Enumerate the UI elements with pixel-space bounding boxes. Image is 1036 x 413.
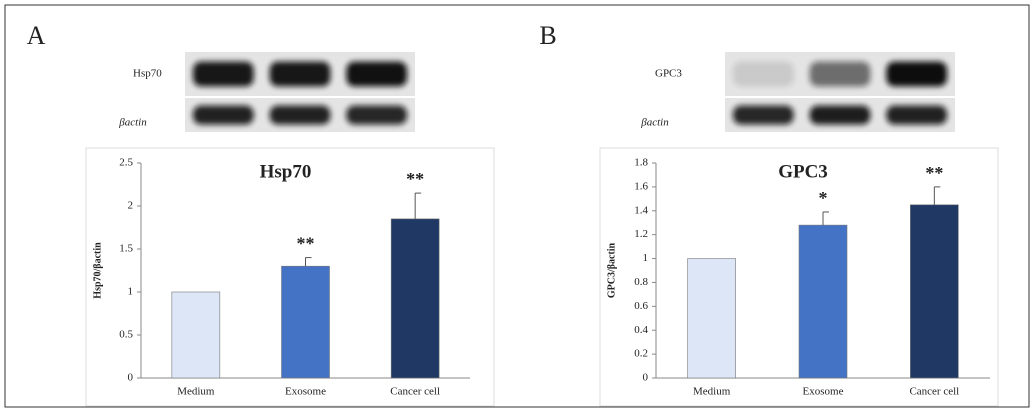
- significance-mark: *: [819, 188, 828, 208]
- significance-mark: **: [297, 234, 315, 254]
- x-tick-label: Cancer cell: [909, 386, 959, 398]
- x-tick-label: Medium: [177, 386, 215, 398]
- y-tick-label: 0: [128, 372, 134, 384]
- x-tick-label: Cancer cell: [390, 386, 440, 398]
- chart-title: Hsp70: [260, 161, 312, 182]
- panel-label: A: [27, 21, 46, 50]
- blot-band: [269, 105, 331, 125]
- blot-band: [269, 61, 331, 87]
- y-tick-label: 2.5: [119, 157, 133, 169]
- y-axis-label: GPC3/βactin: [606, 242, 617, 298]
- blot-band: [886, 105, 947, 125]
- y-tick-label: 2: [128, 200, 134, 212]
- y-tick-label: 0.5: [119, 329, 133, 341]
- chart-frame: [599, 147, 999, 407]
- frame: [4, 4, 1030, 408]
- blot-label: βactin: [640, 117, 669, 129]
- y-tick-label: 0.6: [634, 300, 648, 312]
- y-tick-label: 0.8: [634, 276, 648, 288]
- y-tick-label: 1.5: [119, 243, 133, 255]
- blot-band: [346, 105, 407, 125]
- y-tick-label: 1: [128, 286, 134, 298]
- blot-band: [193, 61, 254, 87]
- blot-band: [886, 61, 947, 87]
- bar: [390, 218, 440, 379]
- significance-mark: **: [406, 169, 424, 189]
- blot-label: Hsp70: [133, 68, 162, 80]
- y-tick-label: 1.6: [634, 180, 648, 192]
- panel-label: B: [539, 21, 556, 50]
- blot-label: GPC3: [655, 68, 682, 80]
- y-tick-label: 0: [643, 372, 649, 384]
- blot-band: [193, 105, 254, 125]
- bar: [171, 291, 221, 379]
- blot-band: [346, 61, 407, 87]
- y-tick-label: 1.2: [634, 228, 648, 240]
- blot-label: βactin: [118, 117, 147, 129]
- bar: [798, 224, 848, 379]
- x-tick-label: Exosome: [803, 386, 844, 398]
- blot-band: [809, 105, 871, 125]
- y-axis-label: Hsp70/βactin: [92, 242, 103, 299]
- y-tick-label: 1: [643, 252, 649, 264]
- chart-frame: [85, 147, 495, 407]
- y-tick-label: 0.4: [634, 324, 648, 336]
- blot-band: [733, 105, 794, 125]
- bar: [281, 265, 330, 379]
- blot-band: [809, 61, 871, 87]
- x-tick-label: Exosome: [285, 386, 326, 398]
- y-tick-label: 1.4: [634, 204, 648, 216]
- bar: [910, 204, 959, 379]
- y-tick-label: 1.8: [634, 157, 648, 169]
- bar: [687, 258, 736, 379]
- significance-mark: **: [925, 163, 943, 183]
- chart-title: GPC3: [778, 161, 828, 182]
- blot-band: [733, 61, 794, 87]
- x-tick-label: Medium: [693, 386, 731, 398]
- y-tick-label: 0.2: [634, 348, 648, 360]
